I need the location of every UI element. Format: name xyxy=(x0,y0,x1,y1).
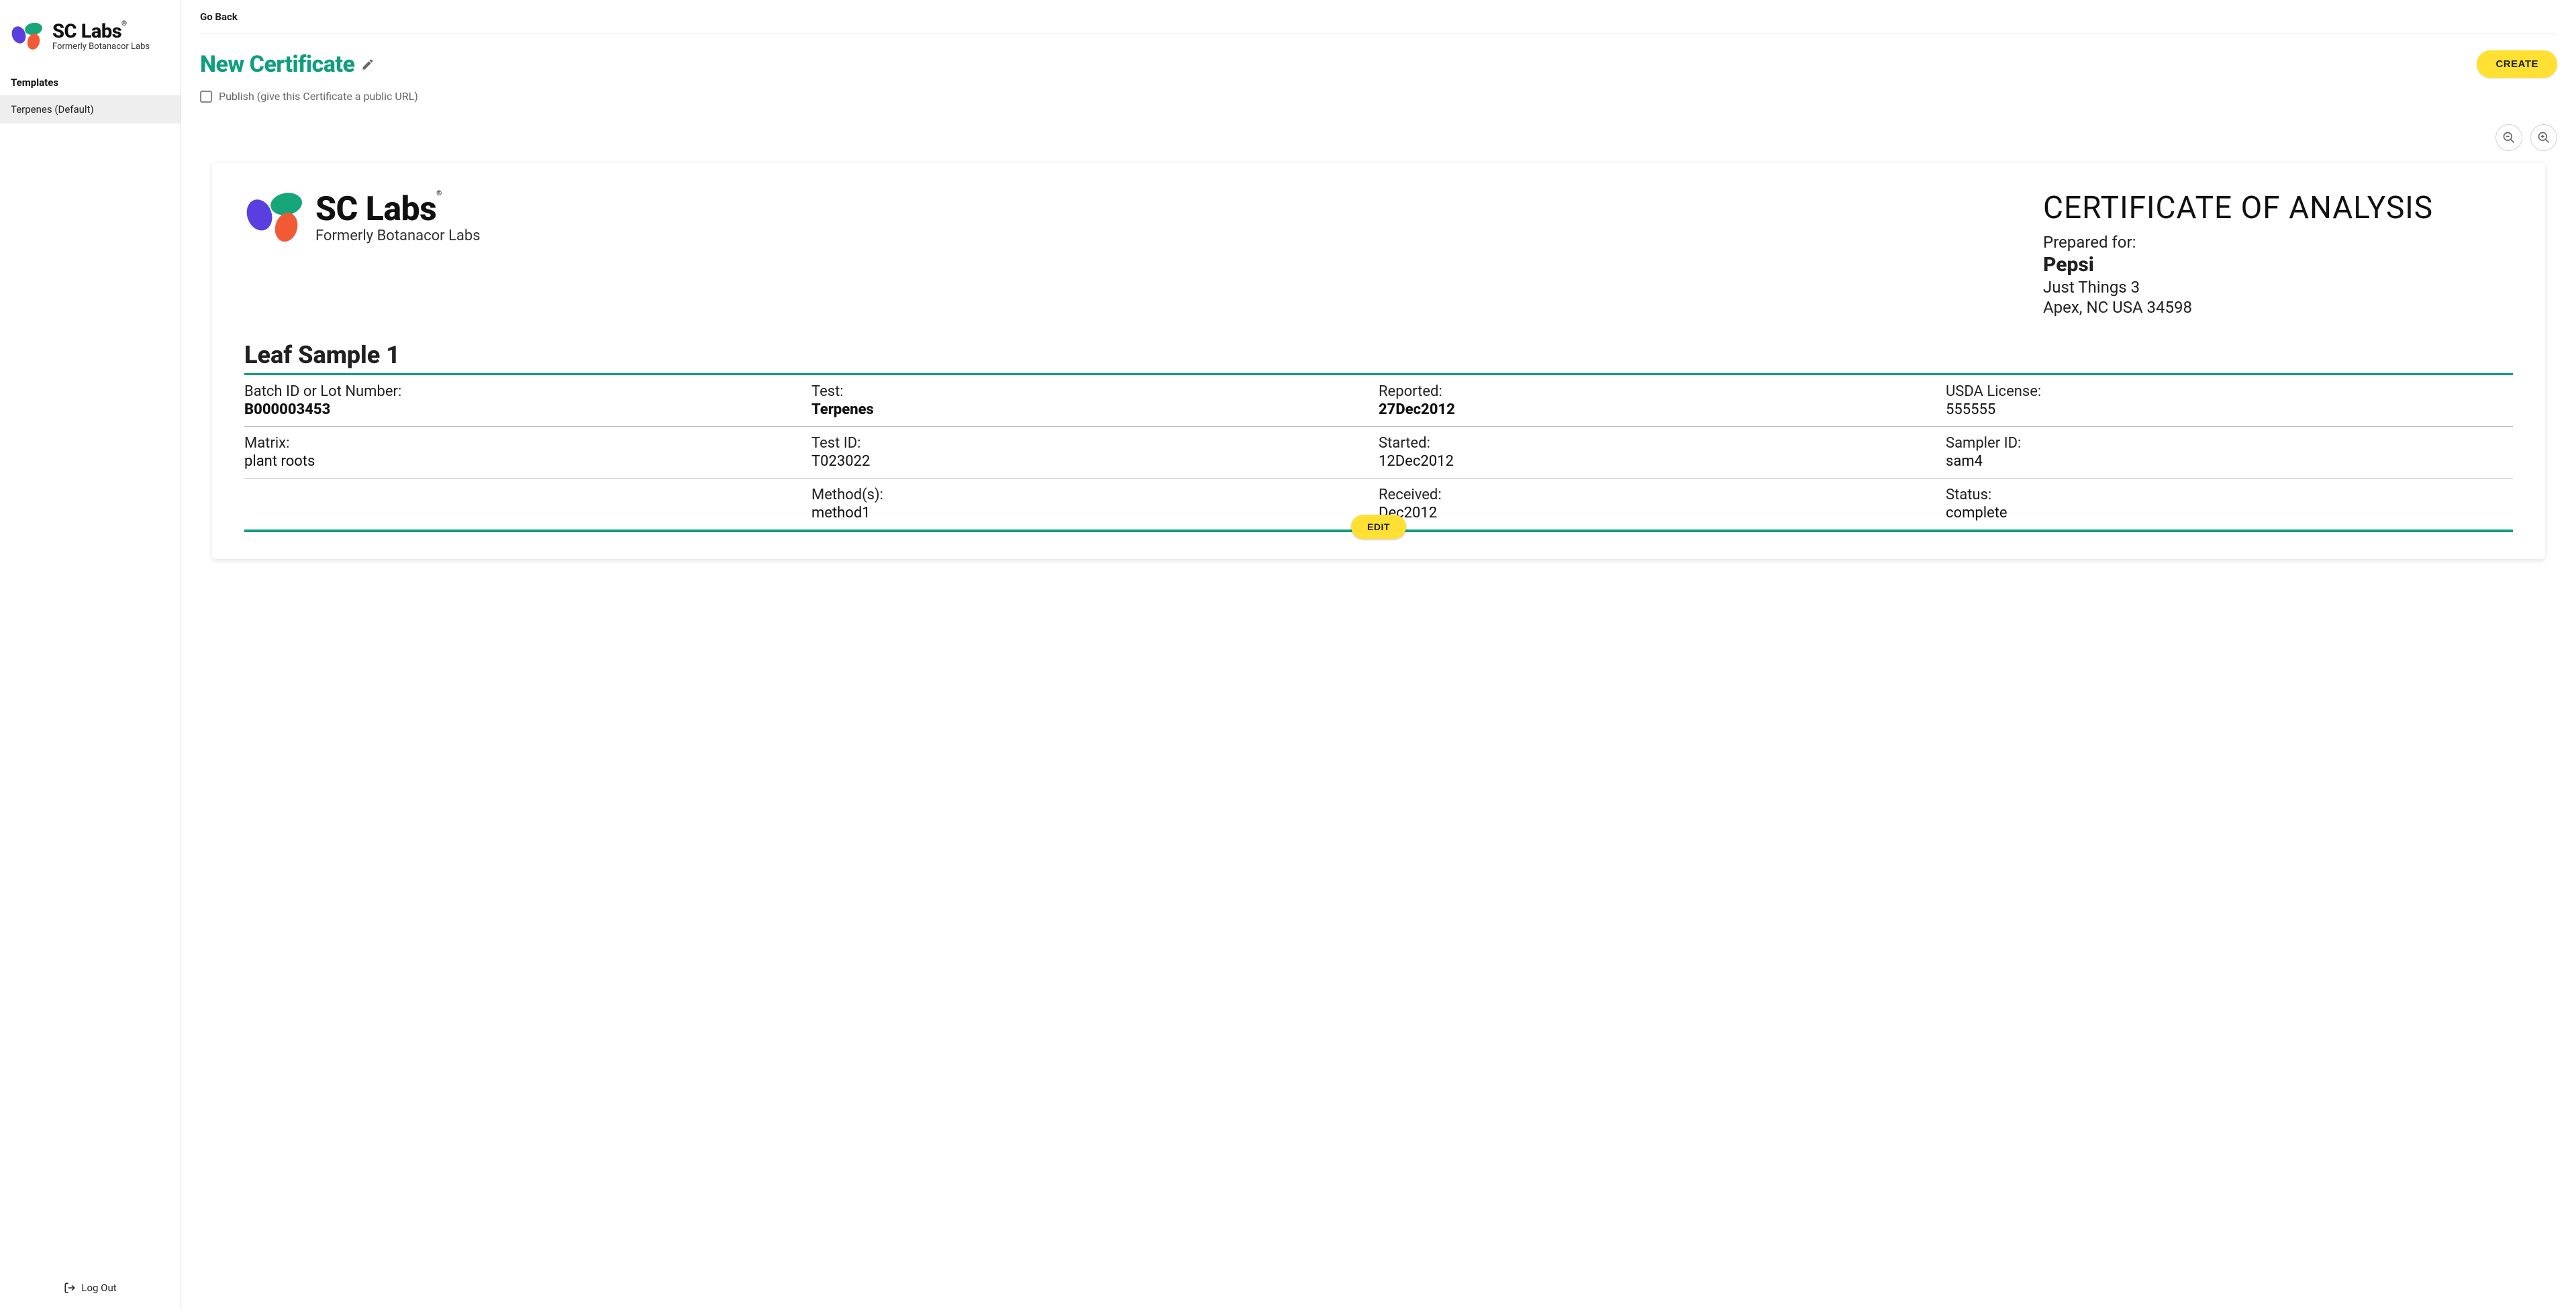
company-name: Pepsi xyxy=(2043,253,2513,276)
edit-title-icon[interactable] xyxy=(361,58,375,71)
sample-title: Leaf Sample 1 xyxy=(244,341,2513,369)
coa-title: CERTIFICATE OF ANALYSIS xyxy=(2043,190,2513,226)
brand-logo: SC Labs® Formerly Botanacor Labs xyxy=(0,13,181,66)
brand-trademark: ® xyxy=(121,20,126,28)
edit-certificate-button[interactable]: EDIT xyxy=(1351,515,1406,539)
publish-checkbox[interactable] xyxy=(200,91,212,103)
logo-blobs-icon xyxy=(244,191,309,244)
table-row: Batch ID or Lot Number:B000003453 Test:T… xyxy=(244,375,2513,427)
logout-icon xyxy=(64,1282,76,1294)
zoom-in-icon xyxy=(2537,131,2550,144)
logout-label: Log Out xyxy=(81,1282,116,1294)
certificate-preview: SC Labs® Formerly Botanacor Labs CERTIFI… xyxy=(212,163,2545,559)
doc-logo: SC Labs® Formerly Botanacor Labs xyxy=(244,190,481,244)
go-back-link[interactable]: Go Back xyxy=(200,11,2557,34)
create-button[interactable]: CREATE xyxy=(2477,50,2557,78)
prepared-for-label: Prepared for: xyxy=(2043,233,2513,252)
zoom-out-button[interactable] xyxy=(2495,124,2522,151)
brand-subtitle: Formerly Botanacor Labs xyxy=(52,42,150,52)
sidebar: SC Labs® Formerly Botanacor Labs Templat… xyxy=(0,0,181,1310)
address-line-2: Apex, NC USA 34598 xyxy=(2043,298,2513,317)
address-line-1: Just Things 3 xyxy=(2043,278,2513,297)
table-row: Matrix:plant roots Test ID:T023022 Start… xyxy=(244,427,2513,478)
sidebar-section-title: Templates xyxy=(0,66,181,95)
sidebar-item-template[interactable]: Terpenes (Default) xyxy=(0,95,181,123)
logout-button[interactable]: Log Out xyxy=(0,1270,181,1310)
brand-name: SC Labs xyxy=(52,20,121,43)
certificate-info-table: Batch ID or Lot Number:B000003453 Test:T… xyxy=(244,375,2513,530)
zoom-in-button[interactable] xyxy=(2530,124,2557,151)
logo-blobs-icon xyxy=(11,21,46,51)
sidebar-item-label: Terpenes (Default) xyxy=(11,103,94,115)
doc-brand-subtitle: Formerly Botanacor Labs xyxy=(315,228,481,244)
page-title: New Certificate xyxy=(200,51,354,78)
publish-label: Publish (give this Certificate a public … xyxy=(219,90,418,103)
main-content: Go Back New Certificate CREATE Publish (… xyxy=(181,0,2576,1310)
doc-brand-name: SC Labs xyxy=(315,190,436,229)
zoom-out-icon xyxy=(2502,131,2516,144)
